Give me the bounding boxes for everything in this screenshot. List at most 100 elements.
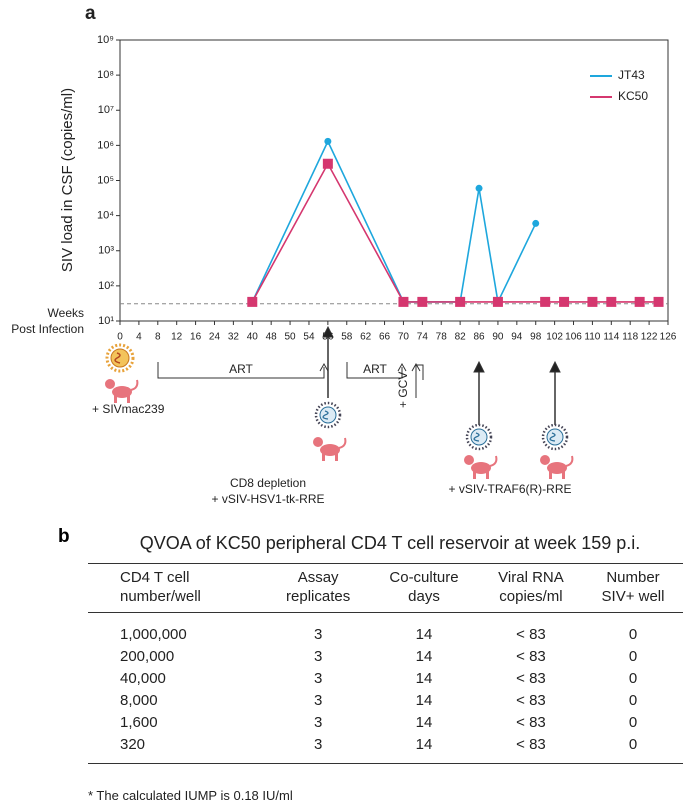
- gcv-label: + GCV: [396, 372, 410, 408]
- vaccine-label: + vSIV-TRAF6(R)-RRE: [448, 482, 571, 496]
- point: [634, 296, 645, 307]
- x-tick-label: 4: [136, 332, 142, 343]
- x-tick-label: 86: [473, 332, 485, 343]
- header-line: days: [408, 588, 440, 605]
- arrowhead: [397, 362, 407, 372]
- row: 1,600 3 14 < 83 0: [88, 711, 683, 733]
- x-tick-label: 106: [565, 332, 582, 343]
- cell: 40,000: [120, 669, 166, 687]
- x-tick-label: 70: [398, 332, 410, 343]
- cell: 14: [415, 647, 433, 665]
- x-tick-label: 40: [247, 332, 259, 343]
- cd8-label: CD8 depletion: [230, 476, 306, 490]
- monkey-icon: [313, 437, 347, 461]
- cell: 14: [415, 691, 433, 709]
- art-label: ART: [229, 362, 253, 376]
- point: [455, 296, 466, 307]
- annotation-shapes: [157, 325, 561, 425]
- footnote: * The calculated IUMP is 0.18 IU/ml: [88, 788, 293, 803]
- header-row: CD4 T cell number/well Assay replicates Co-c…: [88, 563, 683, 613]
- x-axis-label: Weeks Post Infection: [0, 305, 84, 337]
- legend-label: KC50: [618, 89, 648, 103]
- header-cell: Viral RNA copies/ml: [478, 563, 584, 613]
- x-tick-label: 126: [660, 332, 677, 343]
- gcv-bracket: [415, 364, 424, 398]
- art-bracket: [346, 362, 403, 379]
- x-tick-label: 24: [209, 332, 221, 343]
- arrowhead: [411, 362, 421, 372]
- chart: a SIV load in CSF (copies/ml): [59, 3, 677, 506]
- cell: 0: [583, 733, 683, 764]
- row: 8,000 3 14 < 83 0: [88, 689, 683, 711]
- series-line: [251, 139, 537, 305]
- virus-icon: [314, 401, 342, 429]
- cell: 0: [628, 647, 638, 665]
- cell: < 83: [516, 647, 546, 665]
- cell: 0: [628, 625, 638, 643]
- y-axis-label: SIV load in CSF (copies/ml): [59, 88, 76, 272]
- header-line: Co-culture: [389, 569, 459, 586]
- y-tick-label: 10³: [98, 245, 114, 257]
- header-line: number/well: [120, 588, 201, 605]
- x-tick-label: 114: [603, 332, 619, 343]
- x-tick-label: 16: [190, 332, 202, 343]
- x-tick-label: 48: [266, 332, 278, 343]
- cell: 1,000,000: [120, 625, 187, 643]
- y-tick-label: 10¹: [98, 315, 114, 327]
- monkey-icon: [105, 379, 139, 403]
- arrowhead: [322, 325, 334, 338]
- point: [532, 219, 540, 227]
- legend-label: JT43: [618, 68, 645, 82]
- x-tick-label: 118: [622, 332, 638, 343]
- x-tick-label: 8: [155, 332, 161, 343]
- cd8-label: + vSIV-HSV1-tk-RRE: [211, 492, 324, 506]
- monkey-icon: [540, 455, 574, 479]
- series-line: [251, 162, 659, 303]
- cell: 3: [313, 713, 323, 731]
- infection-label: + SIVmac239: [92, 402, 165, 416]
- cell: 3: [313, 647, 323, 665]
- point: [322, 158, 333, 169]
- header-cell: CD4 T cell number/well: [88, 563, 268, 613]
- x-tick-label: 66: [379, 332, 391, 343]
- point: [247, 296, 258, 307]
- y-tick-label: 10⁴: [97, 210, 114, 222]
- row: 1,000,000 3 14 < 83 0: [88, 613, 683, 646]
- x-tick-label: 56: [322, 332, 334, 343]
- x-tick-label: 110: [584, 332, 600, 343]
- y-tick-label: 10²: [98, 280, 114, 292]
- cell: < 83: [478, 733, 584, 764]
- point: [540, 296, 551, 307]
- x-tick-label: 90: [492, 332, 504, 343]
- virus-icon: [541, 423, 569, 451]
- point: [653, 296, 664, 307]
- point: [492, 296, 503, 307]
- header-line: Viral RNA: [498, 569, 564, 586]
- cell: 0: [628, 691, 638, 709]
- header-line: copies/ml: [499, 588, 563, 605]
- header-line: SIV+ well: [601, 588, 665, 605]
- cell: < 83: [516, 669, 546, 687]
- x-tick-label: 82: [455, 332, 467, 343]
- x-tick-label: 98: [530, 332, 542, 343]
- point: [398, 296, 409, 307]
- cell: 1,600: [120, 713, 158, 731]
- x-tick-label: 50: [285, 332, 297, 343]
- header-line: Number: [606, 569, 660, 586]
- arrowhead: [319, 362, 329, 372]
- x-axis-label-line: Post Infection: [11, 322, 84, 336]
- virus-icon: [105, 343, 135, 373]
- arrowhead: [549, 360, 561, 373]
- panel-label: a: [85, 3, 96, 24]
- row: 320 3 14 < 83 0: [88, 733, 683, 764]
- cell: 3: [267, 733, 370, 764]
- table: CD4 T cell number/well Assay replicates Co-c…: [88, 563, 683, 764]
- cell: 8,000: [120, 691, 158, 709]
- point: [324, 137, 332, 145]
- point: [606, 296, 617, 307]
- cell: < 83: [516, 691, 546, 709]
- y-tick-label: 10⁵: [97, 174, 114, 186]
- y-tick-label: 10⁶: [97, 139, 114, 151]
- header-cell: Assay replicates: [267, 563, 370, 613]
